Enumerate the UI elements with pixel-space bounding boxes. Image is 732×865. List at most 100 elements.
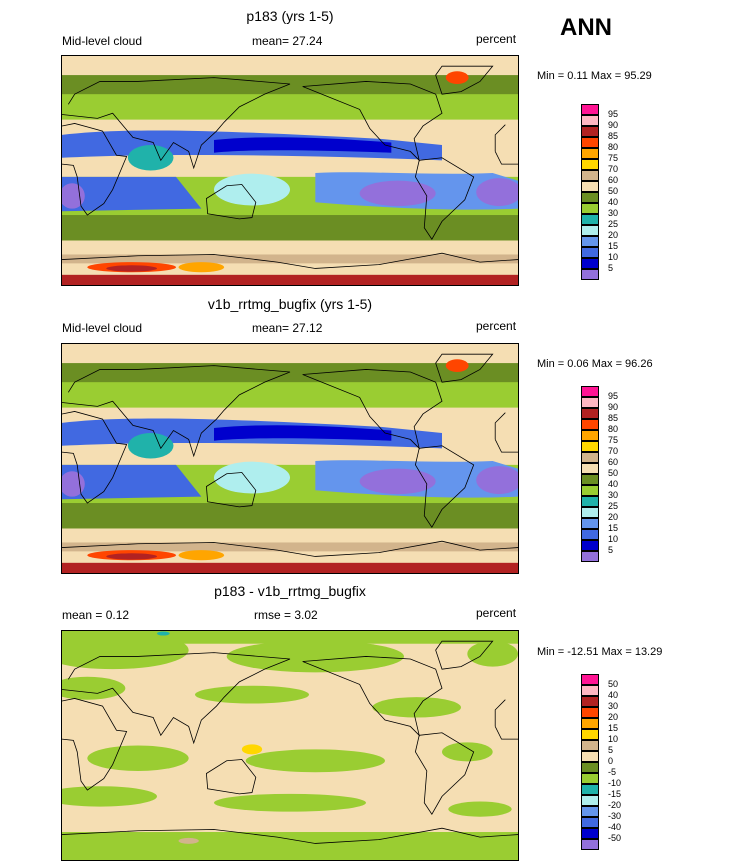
colorbar-swatch <box>581 104 599 115</box>
colorbar-tick-label: 90 <box>608 402 619 412</box>
colorbar-swatch <box>581 192 599 203</box>
colorbar-tick-label: 20 <box>608 712 619 722</box>
coastline <box>205 759 257 795</box>
colorbar-tick-label: 40 <box>608 690 619 700</box>
panel-1-variable-label: Mid-level cloud <box>62 34 143 48</box>
colorbar-tick-label: 30 <box>608 490 619 500</box>
coastline <box>414 732 475 815</box>
colorbar-swatch <box>581 674 599 685</box>
se-pacific-purple <box>359 468 436 495</box>
coastline <box>205 184 257 220</box>
colorbar-tick-label: 75 <box>608 153 619 163</box>
antarctic-red <box>106 553 157 560</box>
panel-1-mean-label: mean= 27.24 <box>252 34 323 48</box>
colorbar-swatch <box>581 696 599 707</box>
pacific-paleturq <box>214 173 290 206</box>
diff-antarctic-green <box>62 832 518 860</box>
coastline <box>435 640 494 670</box>
colorbar-swatch <box>581 137 599 148</box>
antarctic-edge <box>62 274 518 285</box>
diff-green-patch <box>214 793 366 812</box>
coastline <box>62 411 128 504</box>
colorbar-tick-label: -5 <box>608 767 617 777</box>
colorbar-swatch <box>581 148 599 159</box>
colorbar-swatch <box>581 126 599 137</box>
colorbar-tick-label: 25 <box>608 501 619 511</box>
colorbar-tick-label: 85 <box>608 131 619 141</box>
pacific-paleturq <box>214 461 290 494</box>
panel-2-title: v1b_rrtmg_bugfix (yrs 1-5) <box>207 296 373 312</box>
panel-1-units-label: percent <box>476 32 517 46</box>
panel-2-units-label: percent <box>476 319 517 333</box>
coastline <box>62 123 128 216</box>
colorbar-tick-label: 40 <box>608 197 619 207</box>
panel-2-map <box>61 343 519 574</box>
coastline <box>494 726 518 740</box>
colorbar-tick-label: 95 <box>608 109 619 119</box>
colorbar-tick-label: 15 <box>608 523 619 533</box>
coastline <box>62 827 518 844</box>
diff-yellow-patch <box>241 744 263 755</box>
colorbar-swatch <box>581 181 599 192</box>
colorbar-tick-label: 30 <box>608 701 619 711</box>
colorbar-tick-label: 10 <box>608 734 619 744</box>
colorbar-swatch <box>581 795 599 806</box>
coastline <box>62 77 291 170</box>
colorbar-swatch <box>581 817 599 828</box>
colorbar-swatch <box>581 225 599 236</box>
panel-1-colorbar: 95 90 85 80 75 70 60 50 40 30 25 20 15 10 5 <box>581 104 641 284</box>
coastline <box>302 81 443 162</box>
colorbar-tick-label: -20 <box>608 800 622 810</box>
colorbar-swatch <box>581 751 599 762</box>
colorbar-swatch <box>581 247 599 258</box>
colorbar-tick-label: 15 <box>608 723 619 733</box>
colorbar-swatch <box>581 214 599 225</box>
colorbar-swatch <box>581 258 599 269</box>
colorbar-swatch <box>581 463 599 474</box>
coastline <box>494 124 506 152</box>
se-atlantic-purple <box>476 178 518 207</box>
colorbar-tick-label: 5 <box>608 263 614 273</box>
colorbar-tick-label: 80 <box>608 424 619 434</box>
colorbar-swatch <box>581 540 599 551</box>
panel-3-mean-label: mean = 0.12 <box>62 608 130 622</box>
panel-3-rmse-label: rmse = 3.02 <box>254 608 318 622</box>
colorbar-swatch <box>581 159 599 170</box>
colorbar-swatch <box>581 441 599 452</box>
indian-ocean-blue <box>62 464 202 500</box>
band-sh-wheat <box>62 532 518 543</box>
panel-3-colorbar: 50 40 30 20 15 10 5 0 -5 -10 -15 -20 -30 -40 -50 <box>581 674 641 854</box>
panel-3-map <box>61 630 519 861</box>
panel-1-title: p183 (yrs 1-5) <box>246 8 334 24</box>
panel-1-minmax: Min = 0.11 Max = 95.29 <box>537 70 652 82</box>
colorbar-tick-label: -50 <box>608 833 622 843</box>
greenland-hotspot <box>445 71 469 84</box>
indian-ocean-blue <box>62 176 202 212</box>
colorbar-tick-label: 25 <box>608 219 619 229</box>
panel-1-map <box>61 55 519 286</box>
colorbar-tick-label: 50 <box>608 186 619 196</box>
diff-green-patch <box>245 749 385 773</box>
colorbar-tick-label: 15 <box>608 241 619 251</box>
colorbar-tick-label: -30 <box>608 811 622 821</box>
colorbar-swatch <box>581 718 599 729</box>
diff-green-patch <box>62 676 126 700</box>
panel-3-title: p183 - v1b_rrtmg_bugfix <box>214 583 366 599</box>
coastline <box>414 157 475 240</box>
colorbar-tick-label: 20 <box>608 230 619 240</box>
colorbar-swatch <box>581 773 599 784</box>
greenland-hotspot <box>445 359 469 372</box>
nh-subtropic-darkblue <box>214 425 392 441</box>
coastline <box>414 445 475 528</box>
panel-2-mean-label: mean= 27.12 <box>252 321 323 335</box>
coastline <box>494 439 518 453</box>
diff-green-patch <box>226 640 404 673</box>
coastline <box>62 652 291 745</box>
colorbar-swatch <box>581 474 599 485</box>
colorbar-swatch <box>581 236 599 247</box>
colorbar-swatch <box>581 419 599 430</box>
colorbar-swatch <box>581 203 599 214</box>
coastline <box>435 65 494 95</box>
colorbar-tick-label: 70 <box>608 446 619 456</box>
coastline <box>302 369 443 450</box>
